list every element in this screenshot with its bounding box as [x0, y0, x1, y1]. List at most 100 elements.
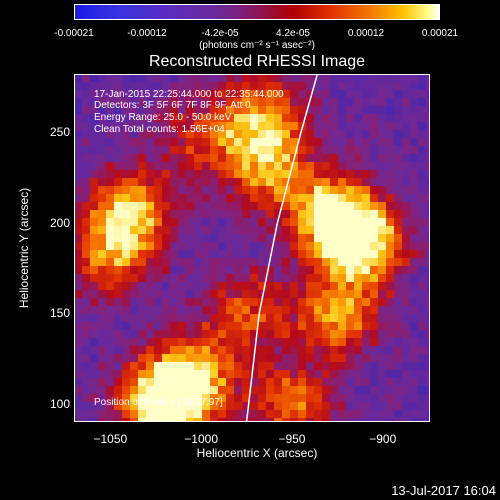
heatmap-cell: [218, 258, 226, 266]
heatmap-cell: [114, 82, 122, 90]
heatmap-cell: [122, 306, 130, 314]
heatmap-cell: [210, 194, 218, 202]
heatmap-cell: [234, 154, 242, 162]
heatmap-cell: [178, 170, 186, 178]
heatmap-cell: [250, 362, 258, 370]
heatmap-cell: [250, 410, 258, 418]
heatmap-cell: [138, 138, 146, 146]
heatmap-cell: [378, 282, 386, 290]
heatmap-cell: [242, 178, 250, 186]
heatmap-cell: [322, 98, 330, 106]
heatmap-cell: [410, 354, 418, 362]
heatmap-cell: [290, 194, 298, 202]
heatmap-cell: [258, 386, 266, 394]
heatmap-cell: [370, 154, 378, 162]
heatmap-cell: [234, 114, 242, 122]
plot-frame: [74, 74, 430, 422]
heatmap-cell: [298, 218, 306, 226]
heatmap-cell: [322, 130, 330, 138]
heatmap-cell: [354, 162, 362, 170]
heatmap-cell: [146, 266, 154, 274]
heatmap-cell: [226, 146, 234, 154]
heatmap-cell: [346, 330, 354, 338]
heatmap-cell: [282, 258, 290, 266]
heatmap-cell: [202, 290, 210, 298]
heatmap-cell: [258, 394, 266, 402]
heatmap-cell: [378, 418, 386, 422]
heatmap-cell: [394, 186, 402, 194]
heatmap-cell: [122, 274, 130, 282]
heatmap-cell: [418, 130, 426, 138]
heatmap-cell: [234, 394, 242, 402]
heatmap-cell: [234, 370, 242, 378]
heatmap-cell: [234, 194, 242, 202]
heatmap-cell: [74, 410, 82, 418]
heatmap-cell: [234, 146, 242, 154]
heatmap-cell: [410, 186, 418, 194]
heatmap-cell: [306, 162, 314, 170]
heatmap-cell: [74, 250, 82, 258]
heatmap-cell: [74, 114, 82, 122]
heatmap-cell: [298, 226, 306, 234]
heatmap-cell: [90, 178, 98, 186]
heatmap-cell: [370, 162, 378, 170]
heatmap-cell: [338, 322, 346, 330]
heatmap-cell: [410, 242, 418, 250]
heatmap-cell: [130, 130, 138, 138]
heatmap-cell: [154, 370, 162, 378]
heatmap-cell: [378, 410, 386, 418]
heatmap-cell: [426, 410, 430, 418]
heatmap-cell: [98, 298, 106, 306]
heatmap-cell: [290, 186, 298, 194]
heatmap-cell: [386, 378, 394, 386]
heatmap-cell: [82, 114, 90, 122]
heatmap-cell: [418, 178, 426, 186]
heatmap-cell: [90, 130, 98, 138]
heatmap-cell: [194, 170, 202, 178]
heatmap-cell: [82, 322, 90, 330]
heatmap-cell: [314, 170, 322, 178]
heatmap-cell: [162, 106, 170, 114]
heatmap-cell: [266, 154, 274, 162]
heatmap-cell: [378, 90, 386, 98]
heatmap-cell: [402, 362, 410, 370]
heatmap-cell: [178, 306, 186, 314]
heatmap-cell: [106, 98, 114, 106]
heatmap-cell: [218, 306, 226, 314]
heatmap-cell: [122, 314, 130, 322]
heatmap-cell: [426, 106, 430, 114]
heatmap-cell: [210, 74, 218, 82]
heatmap-cell: [394, 98, 402, 106]
heatmap-cell: [122, 378, 130, 386]
heatmap-cell: [154, 162, 162, 170]
heatmap-cell: [130, 154, 138, 162]
heatmap-cell: [298, 234, 306, 242]
heatmap-cell: [346, 186, 354, 194]
heatmap-cell: [162, 386, 170, 394]
heatmap-cell: [130, 282, 138, 290]
heatmap-cell: [282, 210, 290, 218]
heatmap-cell: [282, 298, 290, 306]
heatmap-cell: [202, 250, 210, 258]
heatmap-cell: [98, 138, 106, 146]
heatmap-cell: [74, 362, 82, 370]
heatmap-cell: [330, 290, 338, 298]
heatmap-cell: [306, 330, 314, 338]
heatmap-cell: [402, 154, 410, 162]
heatmap-cell: [98, 306, 106, 314]
heatmap-cell: [354, 314, 362, 322]
heatmap-cell: [106, 210, 114, 218]
heatmap-cell: [242, 362, 250, 370]
heatmap-cell: [138, 346, 146, 354]
heatmap-cell: [410, 114, 418, 122]
heatmap-cell: [394, 282, 402, 290]
heatmap-cell: [274, 370, 282, 378]
heatmap-cell: [306, 306, 314, 314]
heatmap-cell: [170, 202, 178, 210]
heatmap-cell: [426, 122, 430, 130]
heatmap-cell: [394, 90, 402, 98]
heatmap-cell: [98, 170, 106, 178]
heatmap-cell: [394, 322, 402, 330]
heatmap-cell: [226, 378, 234, 386]
heatmap-cell: [426, 250, 430, 258]
